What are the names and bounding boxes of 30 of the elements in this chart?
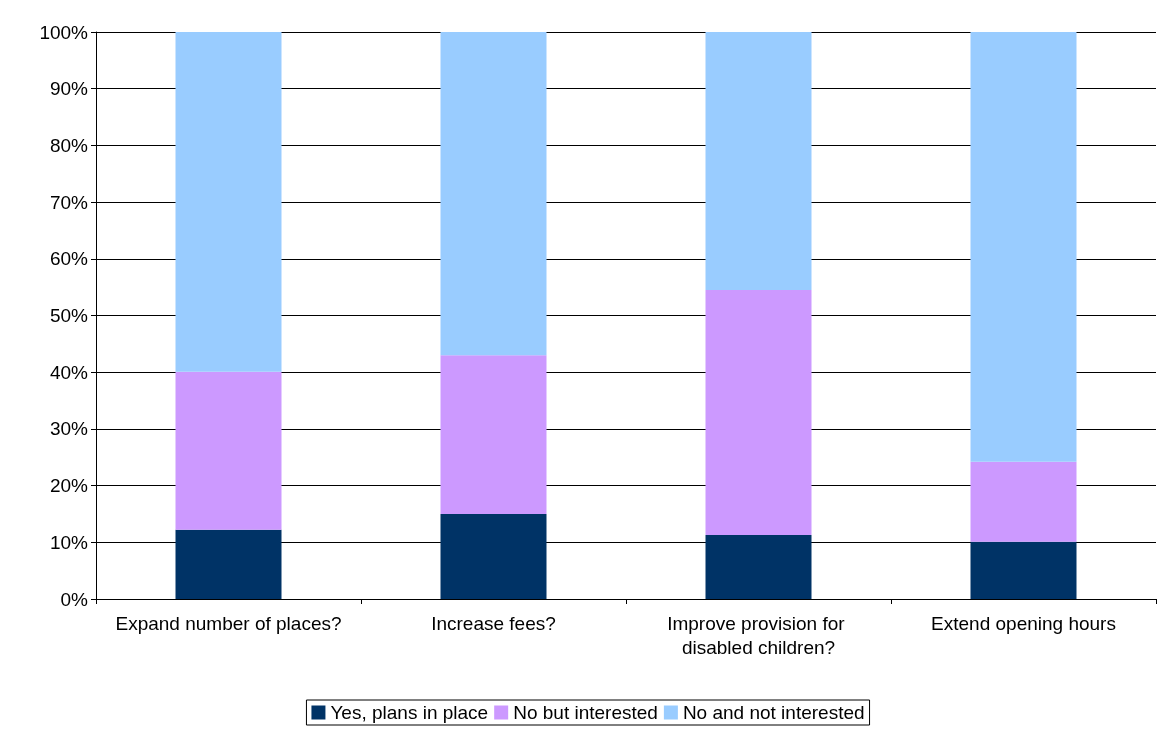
- y-tick-label: 0%: [60, 588, 89, 610]
- bar: [970, 461, 1077, 542]
- bar: [970, 32, 1077, 462]
- x-tick-label: Extend opening hours: [931, 612, 1116, 634]
- bar: [175, 32, 282, 372]
- y-tick-label: 50%: [49, 305, 89, 326]
- y-tick-label: 70%: [49, 191, 89, 213]
- legend-label: No and not interested: [682, 702, 865, 723]
- bar: [440, 32, 547, 356]
- bar: [705, 534, 812, 599]
- bar: [440, 355, 547, 514]
- bar: [175, 371, 282, 530]
- legend-label: Yes, plans in place: [330, 702, 489, 723]
- legend-label: No but interested: [513, 702, 658, 723]
- bar: [175, 529, 282, 599]
- bar: [705, 32, 812, 290]
- bar: [970, 541, 1077, 599]
- x-tick-label: Improve provision for disabled children?: [667, 612, 850, 658]
- y-tick-label: 30%: [49, 418, 89, 440]
- bar: [440, 513, 547, 599]
- bar: [705, 289, 812, 535]
- y-tick-label: 100%: [39, 21, 89, 43]
- y-tick-label: 20%: [49, 475, 89, 497]
- y-tick-label: 60%: [49, 248, 89, 270]
- y-tick-label: 40%: [49, 361, 89, 383]
- x-tick-label: Increase fees?: [431, 612, 556, 634]
- y-tick-label: 90%: [49, 78, 89, 100]
- x-tick-label: Expand number of places?: [115, 612, 342, 634]
- y-tick-label: 10%: [49, 531, 89, 553]
- y-tick-label: 80%: [49, 134, 89, 156]
